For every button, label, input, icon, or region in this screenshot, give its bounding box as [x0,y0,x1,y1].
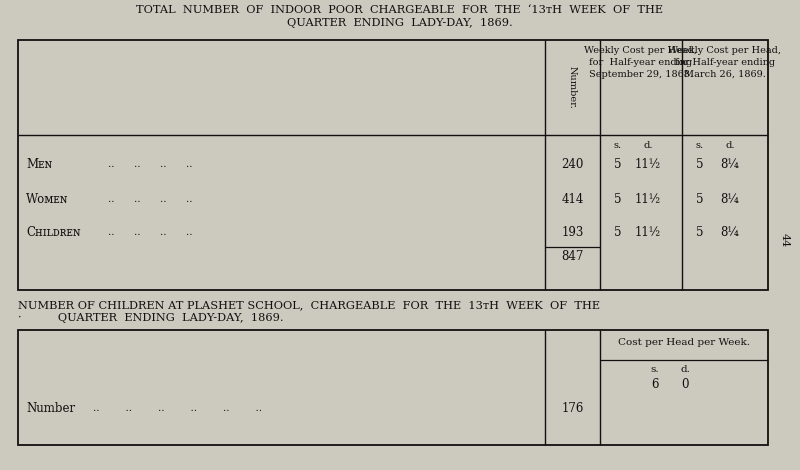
Text: 11½: 11½ [635,158,661,171]
Text: ·          QUARTER  ENDING  LADY-DAY,  1869.: · QUARTER ENDING LADY-DAY, 1869. [18,313,284,323]
Text: 5: 5 [614,158,622,171]
Text: Weekly Cost per Head,: Weekly Cost per Head, [669,46,782,55]
Text: 5: 5 [614,226,622,239]
Text: 6: 6 [651,378,658,391]
Text: Number.: Number. [568,66,577,109]
Text: QUARTER  ENDING  LADY-DAY,  1869.: QUARTER ENDING LADY-DAY, 1869. [287,18,513,28]
Text: 176: 176 [562,402,584,415]
Text: NUMBER OF CHILDREN AT PLASHET SCHOOL,  CHARGEABLE  FOR  THE  13ᴛH  WEEK  OF  THE: NUMBER OF CHILDREN AT PLASHET SCHOOL, CH… [18,300,600,310]
Text: 414: 414 [562,193,584,206]
Text: September 29, 1868.: September 29, 1868. [589,70,693,79]
Text: 44: 44 [780,233,790,247]
Bar [18,40,768,290]
Text: 11½: 11½ [635,226,661,239]
Text: d.: d. [680,365,690,374]
Text: ..      ..      ..      ..: .. .. .. .. [108,160,193,169]
Text: d.: d. [643,141,653,150]
Text: ..      ..      ..      ..: .. .. .. .. [108,195,193,204]
Text: 8¼: 8¼ [721,226,739,239]
Text: s.: s. [696,141,704,150]
Text: s.: s. [614,141,622,150]
Text: TOTAL  NUMBER  OF  INDOOR  POOR  CHARGEABLE  FOR  THE  ‘13ᴛH  WEEK  OF  THE: TOTAL NUMBER OF INDOOR POOR CHARGEABLE F… [137,5,663,15]
Text: 240: 240 [562,158,584,171]
Text: Wᴏᴍᴇɴ: Wᴏᴍᴇɴ [26,193,68,206]
Bar [18,330,768,445]
Text: Cost per Head per Week.: Cost per Head per Week. [618,338,750,347]
Text: for  Half-year ending: for Half-year ending [590,58,693,67]
Text: Weekly Cost per Head,: Weekly Cost per Head, [585,46,698,55]
Text: 5: 5 [696,193,704,206]
Text: 847: 847 [562,250,584,263]
Text: 5: 5 [696,158,704,171]
Text: 8¼: 8¼ [721,193,739,206]
Text: 5: 5 [696,226,704,239]
Text: 11½: 11½ [635,193,661,206]
Text: Number: Number [26,402,75,415]
Text: d.: d. [726,141,734,150]
Text: 193: 193 [562,226,584,239]
Text: s.: s. [650,365,659,374]
Text: 0: 0 [682,378,689,391]
Text: March 26, 1869.: March 26, 1869. [684,70,766,79]
Text: for Half-year ending: for Half-year ending [675,58,775,67]
Text: ..        ..        ..        ..        ..        ..: .. .. .. .. .. .. [93,404,262,413]
Text: Cʜɪʟᴅʀᴇɴ: Cʜɪʟᴅʀᴇɴ [26,226,81,239]
Text: ..      ..      ..      ..: .. .. .. .. [108,228,193,237]
Text: Mᴇɴ: Mᴇɴ [26,158,52,171]
Text: 8¼: 8¼ [721,158,739,171]
Text: 5: 5 [614,193,622,206]
